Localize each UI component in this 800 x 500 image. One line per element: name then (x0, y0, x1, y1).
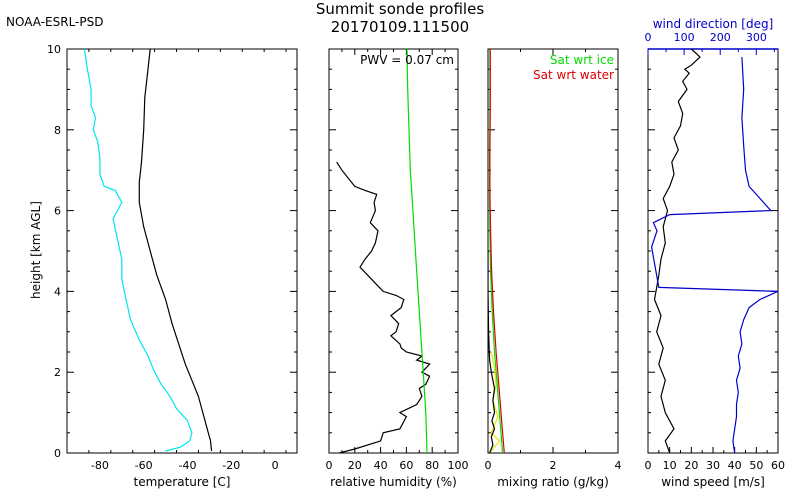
x-axis-label: wind speed [m/s] (661, 475, 765, 489)
legend-entry-1: Sat wrt ice (550, 53, 614, 67)
top-tick-label: 0 (645, 31, 652, 44)
y-tick-label: 10 (47, 43, 61, 56)
x-tick-label: -60 (135, 459, 153, 472)
x-tick-label: 10 (663, 459, 677, 472)
panel-2: 0 20 40 60 80 100 relative humidity (%) PWV = 0… (326, 48, 469, 489)
top-tick-label: 300 (746, 31, 767, 44)
x-tick-label: -20 (222, 459, 240, 472)
plot-frame (487, 48, 619, 454)
series-line-2 (650, 57, 778, 453)
series-line-1 (653, 49, 701, 453)
series-line-1 (138, 49, 213, 452)
legend-entry-2: Sat wrt water (533, 68, 614, 82)
x-tick-label: 4 (615, 459, 622, 472)
x-tick-label: 50 (749, 459, 763, 472)
x-tick-label: 40 (374, 459, 388, 472)
x-tick-label: 2 (550, 459, 557, 472)
series-line-3 (489, 351, 501, 453)
plot-frame (647, 48, 779, 454)
x-axis-label: relative humidity (%) (330, 475, 457, 489)
pwv-annotation: PWV = 0.07 cm (360, 53, 454, 67)
x-tick-label: 40 (728, 459, 742, 472)
x-tick-label: 0 (645, 459, 652, 472)
org-label: NOAA-ESRL-PSD (6, 15, 103, 29)
y-tick-label: 6 (54, 205, 61, 218)
series-line-4 (488, 251, 496, 453)
x-tick-label: 20 (348, 459, 362, 472)
x-tick-label: 0 (485, 459, 492, 472)
top-tick-label: 100 (674, 31, 695, 44)
series-line-2 (83, 49, 193, 452)
x-tick-label: 60 (399, 459, 413, 472)
x-tick-label: 30 (706, 459, 720, 472)
x-tick-label: 60 (771, 459, 785, 472)
series-line-2 (406, 49, 428, 453)
y-tick-label: 8 (54, 124, 61, 137)
series-line-1 (336, 161, 431, 453)
x-axis-label: temperature [C] (134, 475, 231, 489)
x-tick-label: -40 (178, 459, 196, 472)
x-tick-label: 80 (425, 459, 439, 472)
x-tick-label: 0 (272, 459, 279, 472)
y-axis-label: height [km AGL] (29, 201, 43, 299)
x-tick-label: 0 (326, 459, 333, 472)
series-line-2 (489, 49, 505, 453)
x-tick-label: -80 (91, 459, 109, 472)
y-tick-label: 2 (54, 366, 61, 379)
x-axis-label: mixing ratio (g/kg) (497, 475, 609, 489)
x-tick-label: 100 (448, 459, 469, 472)
panel-1: 0 2 4 6 8 10 -80 -60 -40 -20 0 temperature [C] (47, 43, 298, 489)
panel-4: 0 10 20 30 40 50 60 wind speed [m/s] 0 100 200 300w… (645, 17, 786, 489)
top-tick-label: 200 (710, 31, 731, 44)
title-line1: Summit sonde profiles (316, 0, 484, 18)
y-tick-label: 0 (54, 447, 61, 460)
plot-frame (328, 48, 459, 454)
title-line2: 20170109.111500 (331, 18, 469, 36)
top-axis-label: wind direction [deg] (653, 17, 774, 31)
x-tick-label: 20 (684, 459, 698, 472)
y-tick-label: 4 (54, 285, 61, 298)
plot-frame (66, 48, 298, 454)
